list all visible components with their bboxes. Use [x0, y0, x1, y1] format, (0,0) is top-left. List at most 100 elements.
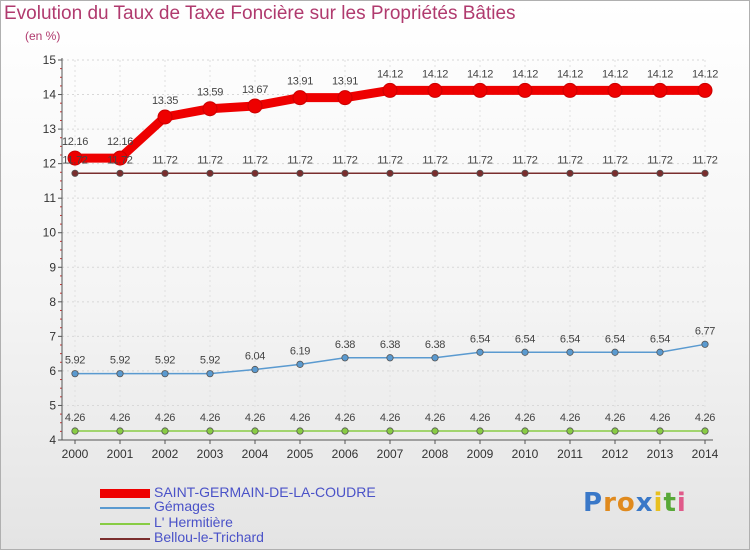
- x-tick-label: 2012: [602, 447, 629, 461]
- logo-letter: t: [663, 488, 677, 518]
- legend-label-bellou: Bellou-le-Trichard: [154, 529, 264, 545]
- logo-letter: i: [676, 488, 687, 518]
- data-label: 5.92: [200, 355, 220, 367]
- series-point-1: [251, 365, 259, 374]
- chart-title: Evolution du Taux de Taxe Foncière sur l…: [4, 3, 516, 24]
- data-label: 4.26: [605, 412, 625, 424]
- series-point-3: [431, 169, 439, 177]
- data-label: 6.38: [335, 339, 355, 351]
- series-point-1: [161, 370, 169, 378]
- series-point-3: [296, 169, 304, 177]
- y-tick-label: 9: [49, 260, 56, 274]
- data-label: 14.12: [602, 68, 628, 80]
- data-label: 14.12: [377, 68, 403, 80]
- data-label: 4.26: [380, 412, 400, 424]
- data-label: 11.72: [62, 154, 87, 166]
- y-tick-label: 5: [49, 398, 56, 412]
- y-tick-label: 8: [49, 295, 56, 309]
- series-point-1: [116, 370, 124, 378]
- series-point-2: [206, 427, 214, 435]
- series-point-1: [386, 354, 394, 362]
- legend-swatch-gemages: [100, 507, 150, 509]
- data-label: 6.04: [245, 351, 265, 363]
- data-label: 11.72: [422, 154, 447, 166]
- data-label: 6.54: [650, 333, 670, 345]
- series-point-2: [566, 427, 574, 435]
- series-point-0: [427, 82, 443, 98]
- x-tick-label: 2010: [512, 447, 539, 461]
- series-point-2: [71, 427, 79, 435]
- data-label: 4.26: [245, 412, 265, 424]
- series-point-3: [521, 169, 529, 177]
- series-point-1: [521, 348, 529, 356]
- series-point-3: [161, 169, 169, 177]
- series-point-2: [611, 427, 619, 435]
- series-point-3: [386, 169, 394, 177]
- data-label: 11.72: [197, 154, 222, 166]
- series-point-1: [206, 370, 214, 378]
- series-point-0: [247, 98, 263, 114]
- data-label: 11.72: [557, 154, 582, 166]
- data-label: 6.77: [695, 325, 715, 337]
- data-label: 11.72: [467, 154, 492, 166]
- series-point-0: [652, 82, 668, 98]
- data-label: 6.38: [380, 339, 400, 351]
- y-tick-label: 4: [49, 433, 56, 447]
- series-point-3: [341, 169, 349, 177]
- series-point-0: [337, 90, 353, 106]
- series-point-0: [67, 150, 83, 166]
- x-tick-label: 2002: [152, 447, 179, 461]
- legend-swatch-bellou: [100, 538, 150, 540]
- series-point-1: [71, 370, 79, 378]
- data-label: 5.92: [110, 355, 130, 367]
- data-label: 6.54: [560, 333, 580, 345]
- chart-axes: 4 5 6 7 8 9 10 11 12 13 14 15 2000 2001 2002 2003 2004 20…: [43, 53, 719, 461]
- x-tick-label: 2013: [647, 447, 674, 461]
- data-label: 11.72: [242, 154, 267, 166]
- data-label: 4.26: [515, 412, 535, 424]
- series-point-1: [611, 348, 619, 356]
- series-point-0: [562, 82, 578, 98]
- data-label: 5.92: [65, 355, 85, 367]
- data-label: 11.72: [287, 154, 312, 166]
- chart-series: [67, 82, 713, 435]
- data-label: 13.91: [332, 76, 358, 88]
- legend-label-gemages: Gémages: [154, 498, 215, 514]
- data-label: 6.54: [515, 333, 535, 345]
- chart-data-labels: 12.16 12.16 13.35 13.59 13.67 13.91 13.91 14.12…: [62, 68, 719, 424]
- data-label: 6.19: [290, 345, 310, 357]
- data-label: 4.26: [695, 412, 715, 424]
- series-point-1: [656, 348, 664, 356]
- series-point-0: [112, 150, 128, 166]
- logo-letter: o: [616, 488, 636, 518]
- series-point-3: [251, 169, 259, 177]
- y-tick-label: 6: [49, 364, 56, 378]
- series-point-1: [701, 340, 709, 348]
- logo-letter: r: [603, 488, 617, 518]
- series-point-0: [607, 82, 623, 98]
- x-tick-label: 2004: [242, 447, 269, 461]
- series-point-3: [701, 169, 709, 177]
- data-label: 13.35: [152, 95, 178, 107]
- series-point-2: [251, 427, 259, 435]
- x-tick-label: 2003: [197, 447, 224, 461]
- series-point-1: [296, 360, 304, 368]
- x-tick-label: 2006: [332, 447, 359, 461]
- series-point-3: [611, 169, 619, 177]
- logo-letter: i: [653, 488, 664, 518]
- series-point-2: [341, 427, 349, 435]
- series-point-0: [157, 109, 173, 125]
- x-tick-label: 2011: [557, 447, 583, 461]
- series-point-2: [701, 427, 709, 435]
- data-label: 4.26: [470, 412, 490, 424]
- data-label: 12.16: [62, 136, 88, 148]
- series-point-0: [472, 82, 488, 98]
- data-label: 6.54: [605, 333, 625, 345]
- y-tick-label: 13: [43, 122, 57, 136]
- y-tick-label: 12: [43, 157, 57, 171]
- data-label: 11.72: [107, 154, 132, 166]
- data-label: 6.38: [425, 339, 445, 351]
- series-point-2: [431, 427, 439, 435]
- series-point-2: [476, 427, 484, 435]
- data-label: 4.26: [425, 412, 445, 424]
